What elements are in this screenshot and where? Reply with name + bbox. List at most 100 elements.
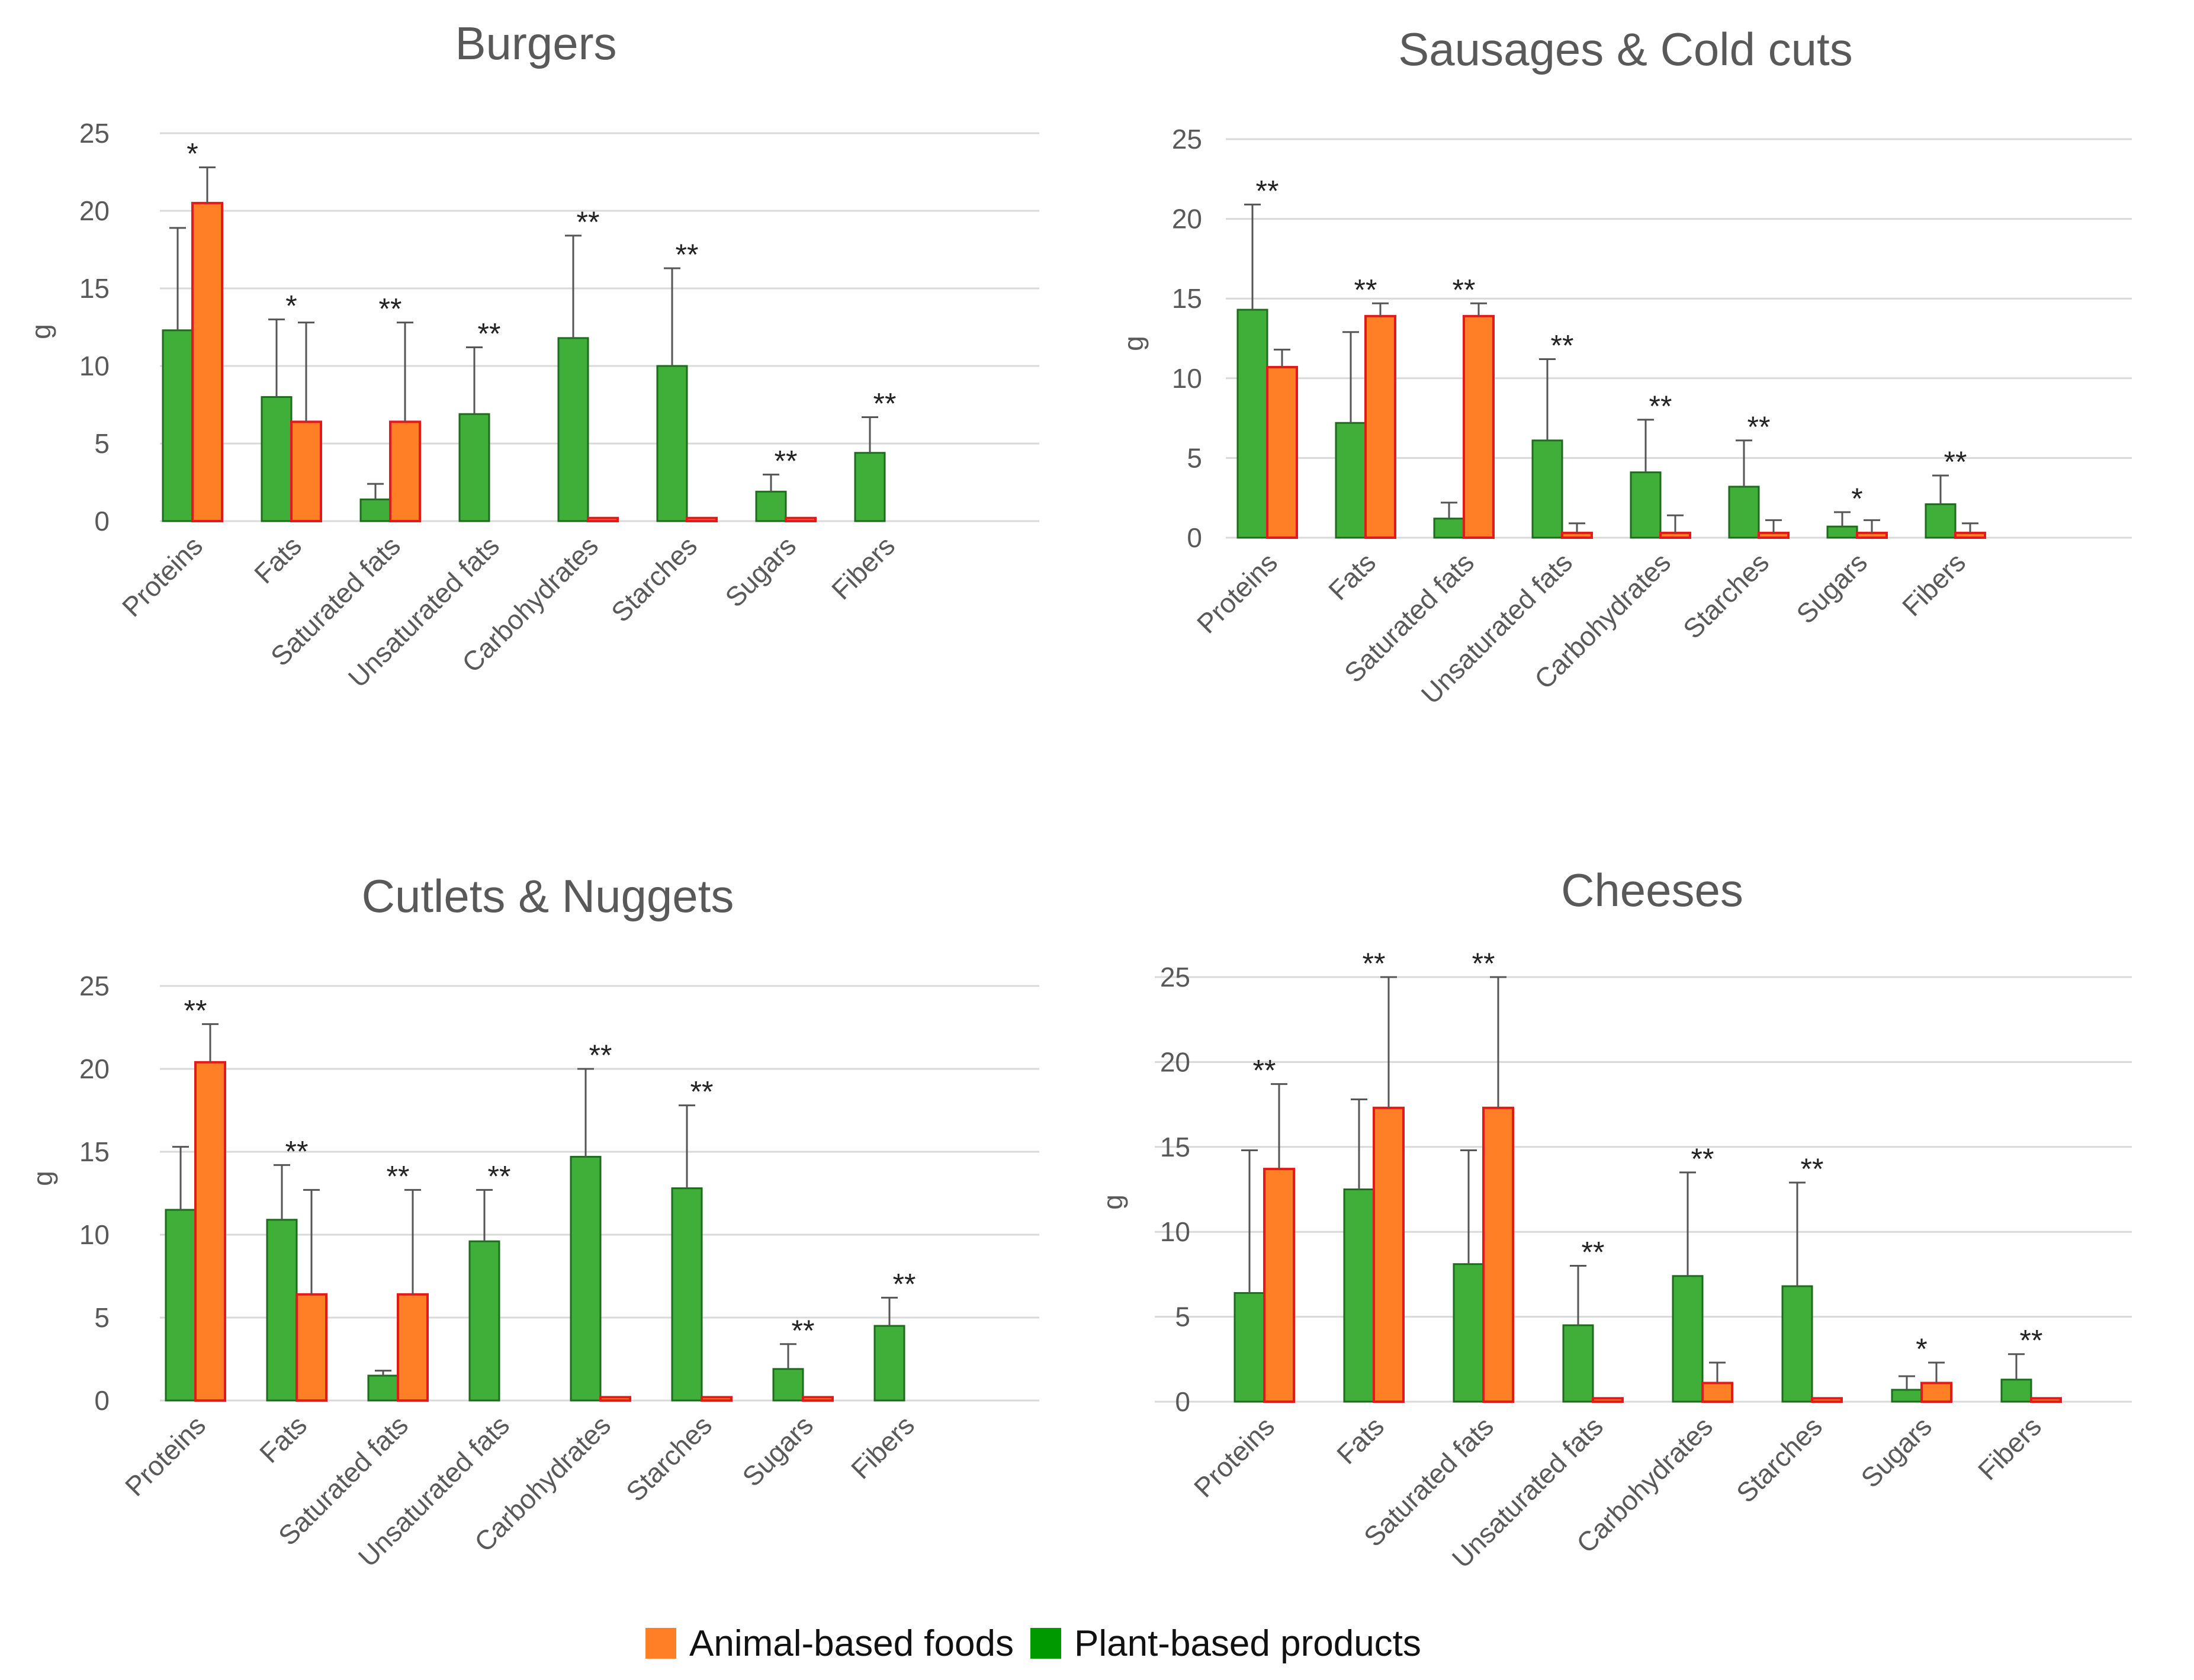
chart-3-significance-label: ** [1253, 1054, 1276, 1087]
chart-1-significance-label: ** [1453, 273, 1476, 306]
chart-0-significance-label: ** [478, 317, 501, 351]
chart-3-bar-plant [1891, 1389, 1923, 1403]
chart-2-ytick-label: 5 [94, 1302, 110, 1333]
chart-3-title: Cheeses [1561, 864, 1743, 916]
chart-2-significance-label: ** [589, 1039, 612, 1072]
legend-item-plant: Plant-based products [1030, 1623, 1421, 1665]
chart-0-bar-plant [162, 329, 194, 522]
chart-2-bar-plant [165, 1209, 197, 1402]
chart-1-ytick-label: 0 [1187, 522, 1202, 553]
chart-2-significance-label: ** [690, 1075, 714, 1109]
chart-0-ytick-label: 20 [79, 195, 110, 226]
chart-3-significance-label: ** [1582, 1236, 1605, 1269]
chart-1-category-label: Fats [1322, 547, 1382, 606]
chart-0-title: Burgers [455, 17, 616, 69]
chart-3-bar-plant [2000, 1379, 2032, 1403]
chart-0-significance-label: ** [676, 238, 699, 271]
chart-3-category-label: Proteins [1188, 1411, 1280, 1503]
chart-1-bar-plant [1236, 309, 1268, 539]
chart-0-ylabel: g [25, 324, 56, 339]
chart-0-ytick-label: 5 [94, 428, 110, 459]
chart-2-significance-label: ** [893, 1267, 916, 1300]
chart-0-bar-plant [755, 490, 787, 522]
chart-0-bar-animal [686, 516, 718, 523]
chart-3-bar-animal [1482, 1106, 1514, 1403]
chart-0-ytick-label: 10 [79, 351, 110, 381]
chart-1-category-label: Starches [1677, 547, 1775, 644]
chart-2-ytick-label: 10 [79, 1219, 110, 1250]
chart-2-bar-animal [701, 1396, 733, 1402]
chart-3-bar-animal [1373, 1106, 1405, 1403]
chart-0-bar-plant [261, 396, 293, 522]
chart-3-significance-label: ** [1472, 947, 1495, 980]
chart-3-category-label: Fibers [1972, 1411, 2047, 1486]
chart-1-ytick-label: 15 [1172, 283, 1202, 314]
chart-2-significance-label: ** [285, 1135, 309, 1168]
chart-1-ytick-label: 5 [1187, 442, 1202, 473]
chart-2-significance-label: ** [387, 1159, 410, 1193]
chart-1-category-label: Proteins [1191, 547, 1283, 639]
chart-0-significance-label: * [285, 289, 297, 322]
chart-1-significance-label: ** [1256, 174, 1279, 207]
chart-3-significance-label: ** [1691, 1142, 1714, 1175]
chart-0-bar-animal [785, 516, 817, 523]
chart-0-ytick-label: 25 [79, 118, 110, 149]
chart-0-significance-label: ** [775, 444, 798, 477]
chart-0-bar-plant [656, 365, 688, 522]
chart-1-bar-animal [1561, 531, 1593, 539]
chart-2-bar-plant [671, 1187, 703, 1402]
chart-1-significance-label: * [1851, 482, 1862, 515]
chart-0-bar-plant [557, 337, 589, 522]
chart-3-bar-animal [1592, 1397, 1624, 1403]
chart-1-bar-plant [1433, 518, 1465, 539]
chart-1-bar-plant [1826, 525, 1858, 539]
chart-1-category-label: Fibers [1896, 547, 1971, 622]
chart-3-bar-plant [1453, 1263, 1485, 1403]
chart-3-bar-plant [1233, 1292, 1265, 1403]
chart-2-significance-label: ** [184, 994, 207, 1027]
chart-3-category-label: Sugars [1855, 1411, 1938, 1493]
chart-2-category-label: Fibers [845, 1409, 920, 1485]
chart-2-bar-plant [772, 1368, 804, 1402]
chart-3-bar-plant [1562, 1324, 1594, 1403]
chart-3-bar-animal [2030, 1397, 2062, 1403]
chart-2-ylabel: g [27, 1171, 58, 1186]
chart-0-category-label: Sugars [719, 530, 802, 613]
chart-0-significance-label: ** [577, 205, 600, 239]
chart-2-significance-label: ** [792, 1314, 815, 1347]
chart-3-bar-plant [1343, 1188, 1375, 1403]
legend-swatch-animal [645, 1628, 676, 1659]
chart-2-ytick-label: 0 [94, 1385, 110, 1416]
chart-1-significance-label: ** [1354, 273, 1377, 306]
chart-3-bar-animal [1811, 1397, 1843, 1403]
chart-1-bar-animal [1758, 531, 1790, 539]
chart-3-category-label: Starches [1730, 1411, 1828, 1508]
chart-1-category-label: Sugars [1790, 547, 1873, 629]
chart-0-bar-plant [359, 498, 391, 522]
chart-2-bar-animal [295, 1293, 327, 1402]
chart-3-bar-animal [1920, 1382, 1952, 1403]
chart-1-bar-animal [1954, 531, 1986, 539]
chart-3-significance-label: ** [2020, 1324, 2043, 1357]
legend: Animal-based foods Plant-based products [645, 1623, 1438, 1664]
chart-2-bar-animal [802, 1396, 834, 1402]
chart-1-ytick-label: 10 [1172, 363, 1202, 394]
chart-0-significance-label: ** [873, 387, 897, 420]
chart-3-ytick-label: 5 [1175, 1302, 1190, 1332]
chart-2-title: Cutlets & Nuggets [362, 870, 734, 922]
chart-3-bar-animal [1263, 1168, 1295, 1403]
chart-0-category-label: Fats [248, 530, 307, 589]
chart-1-bar-plant [1728, 486, 1760, 539]
chart-2-bar-plant [367, 1374, 399, 1402]
chart-3-ytick-label: 20 [1160, 1046, 1190, 1077]
chart-3-significance-label: ** [1801, 1152, 1824, 1186]
chart-1-bar-animal [1266, 365, 1298, 539]
legend-label-animal: Animal-based foods [689, 1623, 1014, 1664]
chart-1-ytick-label: 25 [1172, 124, 1202, 155]
chart-2-bar-animal [194, 1061, 226, 1402]
chart-0-bar-animal [191, 201, 223, 522]
chart-1-bar-plant [1531, 439, 1563, 539]
chart-0-category-label: Proteins [116, 530, 208, 622]
chart-2-category-label: Starches [620, 1409, 718, 1507]
